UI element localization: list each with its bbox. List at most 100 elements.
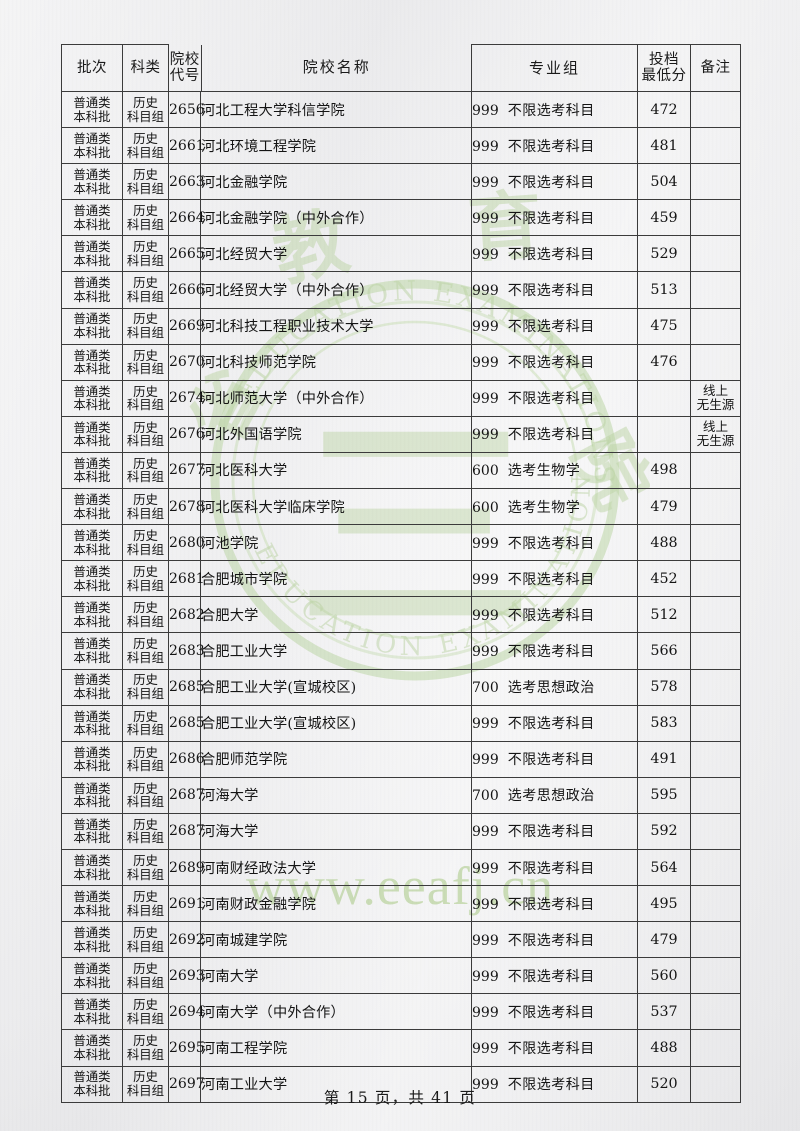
subject-line1: 历史 [133,888,158,904]
cell-remark [690,235,741,273]
group-text: 不限选考科目 [507,391,595,408]
cell-subject: 历史 科目组 [122,127,169,165]
batch-line1: 普通类 [73,1069,111,1085]
school-code: 2681 [169,570,205,587]
batch-line2: 本科批 [73,758,111,774]
column-header-code-name: 院校 代号 院校名称 [169,44,472,92]
cell-subject: 历史 科目组 [122,632,169,670]
cell-min-score: 472 [637,90,691,129]
cell-remark [690,307,741,345]
batch-line1: 普通类 [73,708,111,724]
cell-remark [690,1029,741,1067]
cell-min-score: 481 [637,127,691,165]
cell-subject: 历史 科目组 [122,812,169,850]
group-text: 不限选考科目 [507,607,595,624]
min-score: 481 [650,137,678,154]
cell-school-code: 2687 [168,776,205,814]
cell-subject: 历史 科目组 [122,271,169,309]
cell-school-code: 2683 [168,632,205,670]
table-row: 普通类 本科批 历史 科目组 2661 河北环境工程学院 999 不限选考科目 481 [61,127,741,165]
batch-line2: 本科批 [73,252,111,268]
cell-remark [690,596,741,634]
batch-line1: 普通类 [73,275,111,291]
cell-batch: 普通类 本科批 [61,560,123,598]
remark-line1: 线上 [702,419,729,435]
batch-line2: 本科批 [73,361,111,377]
batch-line1: 普通类 [73,600,111,616]
table-row: 普通类 本科批 历史 科目组 2687 河海大学 999 不限选考科目 592 [61,812,741,850]
group-text: 不限选考科目 [507,860,595,877]
group-text: 不限选考科目 [507,102,595,119]
cell-batch: 普通类 本科批 [61,921,123,959]
cell-batch: 普通类 本科批 [61,848,123,887]
cell-school-code: 2677 [168,451,205,490]
cell-remark: 线上 无生源 [690,415,741,453]
cell-subject: 历史 科目组 [122,740,169,778]
group-number: 999 [472,824,499,841]
subject-line1: 历史 [133,600,158,616]
header-code-line2: 代号 [169,67,200,84]
group-number: 999 [472,427,499,444]
group-number: 999 [472,752,499,769]
school-code: 2664 [169,209,205,226]
cell-school-name: 合肥工业大学(宣城校区) [200,668,472,706]
min-score: 488 [650,534,678,551]
subject-line1: 历史 [133,203,158,219]
cell-min-score: 498 [637,451,691,490]
cell-min-score [637,415,691,453]
school-name: 河北科技师范学院 [201,355,317,372]
batch-line2: 本科批 [73,289,111,305]
school-name: 河北外国语学院 [201,427,302,444]
school-name: 河北科技工程职业技术大学 [201,319,374,336]
cell-school-name: 河海大学 [200,776,472,814]
cell-major-group: 999 不限选考科目 [471,307,638,345]
school-name: 河北工程大学科信学院 [201,102,345,119]
cell-major-group: 999 不限选考科目 [471,415,638,453]
cell-remark [690,560,741,598]
cell-batch: 普通类 本科批 [61,415,123,453]
cell-school-code: 2692 [168,921,205,959]
table-row: 普通类 本科批 历史 科目组 2686 合肥师范学院 999 不限选考科目 491 [61,740,741,778]
cell-remark [690,524,741,562]
batch-line2: 本科批 [73,830,111,846]
cell-batch: 普通类 本科批 [61,812,123,850]
school-code: 2692 [169,931,205,948]
subject-line2: 科目组 [126,866,165,882]
cell-school-code: 2664 [168,199,205,237]
cell-min-score: 566 [637,632,691,670]
school-name: 河南城建学院 [201,932,288,949]
school-name: 河北金融学院 [201,174,288,191]
batch-line2: 本科批 [73,1010,111,1026]
cell-school-name: 河海大学 [200,812,472,850]
min-score: 595 [650,787,678,804]
cell-major-group: 700 选考思想政治 [471,776,638,814]
batch-line2: 本科批 [73,1046,111,1062]
cell-school-code: 2656 [168,90,205,129]
min-score: 479 [650,498,678,515]
group-text: 不限选考科目 [507,174,595,191]
school-name: 河北金融学院（中外合作） [201,210,374,227]
cell-school-code: 2666 [168,271,205,309]
cell-school-code: 2674 [168,379,205,417]
subject-line2: 科目组 [126,686,165,702]
school-code: 2676 [169,426,205,443]
cell-remark [690,127,741,165]
cell-subject: 历史 科目组 [122,668,169,706]
batch-line1: 普通类 [73,383,111,399]
table-row: 普通类 本科批 历史 科目组 2691 河南财政金融学院 999 不限选考科目 495 [61,885,741,923]
cell-batch: 普通类 本科批 [61,379,123,417]
min-score: 529 [650,245,678,262]
cell-batch: 普通类 本科批 [61,199,123,237]
cell-subject: 历史 科目组 [122,415,169,453]
cell-school-name: 河北经贸大学（中外合作） [200,271,472,309]
batch-line2: 本科批 [73,938,111,954]
cell-school-code: 2685 [168,668,205,706]
table-row: 普通类 本科批 历史 科目组 2697 河南工业大学 999 不限选考科目 520 [61,1065,741,1103]
subject-line1: 历史 [133,672,158,688]
subject-line1: 历史 [133,455,158,471]
batch-line1: 普通类 [73,636,111,652]
school-code: 2686 [169,751,205,768]
subject-line2: 科目组 [126,180,165,196]
school-code: 2669 [169,318,205,335]
min-score: 495 [650,895,678,912]
